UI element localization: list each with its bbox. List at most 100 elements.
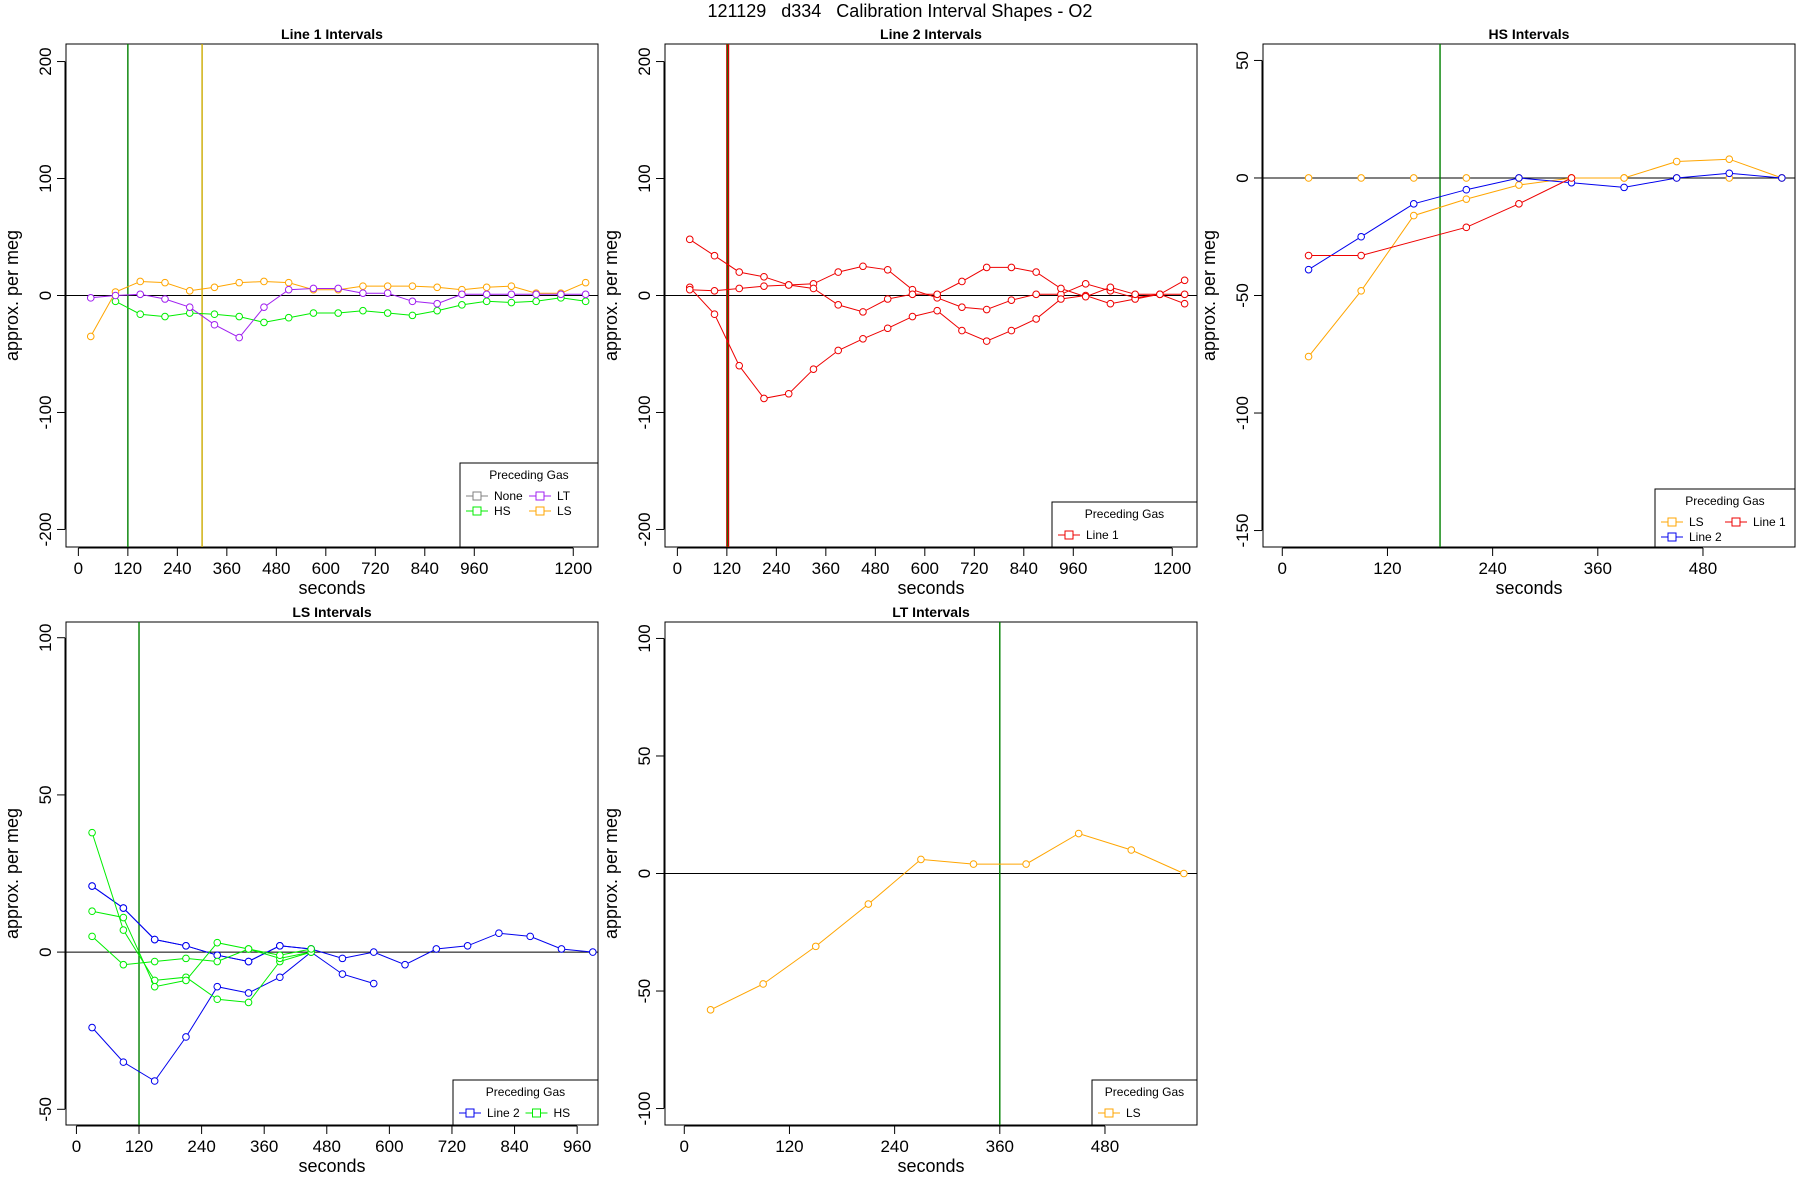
x-tick-label: 840 xyxy=(411,559,439,578)
series-line-1 xyxy=(685,263,1189,316)
y-tick-label: 50 xyxy=(635,747,654,766)
data-point xyxy=(210,310,219,319)
data-point xyxy=(1462,223,1471,232)
data-point xyxy=(685,235,694,244)
data-point xyxy=(463,942,472,950)
legend: Preceding Gas Line 1 xyxy=(1051,501,1198,548)
legend-box xyxy=(452,1079,599,1126)
y-tick-label: -150 xyxy=(1233,514,1252,548)
data-point xyxy=(244,945,253,953)
data-point xyxy=(244,989,253,997)
data-point xyxy=(309,309,318,317)
data-point xyxy=(408,311,417,320)
data-point xyxy=(136,310,145,319)
legend-label: LT xyxy=(557,489,571,503)
data-point xyxy=(213,982,222,991)
x-axis-label: seconds xyxy=(897,578,964,598)
x-tick-label: 0 xyxy=(673,559,682,578)
data-point xyxy=(710,251,719,260)
legend-label: LS xyxy=(557,504,572,518)
data-point xyxy=(284,278,293,287)
data-point xyxy=(1357,232,1365,241)
data-point xyxy=(235,333,244,342)
data-point xyxy=(482,290,491,299)
plot-frame xyxy=(65,621,599,1126)
data-point xyxy=(1127,846,1136,854)
y-tick-label: -200 xyxy=(36,512,55,546)
data-point xyxy=(760,272,768,281)
series-line-1 xyxy=(1304,174,1576,260)
page-title: 121129 d334 Calibration Interval Shapes … xyxy=(707,1,1093,21)
data-point xyxy=(260,303,268,311)
data-point xyxy=(495,929,503,938)
x-axis-label: seconds xyxy=(1495,578,1562,598)
data-point xyxy=(1567,174,1576,182)
data-point xyxy=(408,282,417,290)
data-point xyxy=(338,970,347,978)
data-point xyxy=(260,277,268,286)
chart-panel-3: HS Intervals 0 120 240 360 480 seconds -150 -100… xyxy=(1199,26,1796,598)
x-tick-label: 1200 xyxy=(554,559,592,578)
x-tick-label: 960 xyxy=(563,1137,591,1156)
data-point xyxy=(1725,169,1734,178)
x-tick-label: 240 xyxy=(880,1137,908,1156)
data-point xyxy=(458,301,466,309)
series-line xyxy=(92,910,312,988)
y-tick-label: 0 xyxy=(36,291,55,300)
legend-title: Preceding Gas xyxy=(486,1085,565,1099)
chart-title: Line 2 Intervals xyxy=(880,26,982,42)
data-point xyxy=(284,285,293,294)
y-tick-label: 100 xyxy=(36,624,55,652)
y-tick-label: -100 xyxy=(1233,396,1252,430)
data-point xyxy=(784,281,793,289)
x-tick-label: 240 xyxy=(762,559,790,578)
x-tick-label: 600 xyxy=(375,1137,403,1156)
data-point xyxy=(161,278,169,287)
legend-label: Line 1 xyxy=(1086,528,1119,542)
data-point xyxy=(1156,290,1164,299)
data-point xyxy=(210,283,219,292)
data-point xyxy=(1180,276,1189,285)
series-lt xyxy=(86,284,590,342)
data-point xyxy=(276,942,284,950)
x-tick-label: 360 xyxy=(250,1137,278,1156)
data-point xyxy=(150,935,159,944)
series-line xyxy=(91,951,374,1082)
data-point xyxy=(458,290,466,299)
data-point xyxy=(760,282,768,290)
x-tick-label: 840 xyxy=(500,1137,528,1156)
data-point xyxy=(507,298,516,307)
x-tick-label: 240 xyxy=(187,1137,215,1156)
data-point xyxy=(119,913,128,922)
x-tick-label: 240 xyxy=(1478,559,1506,578)
data-point xyxy=(958,277,966,286)
chart-title: Line 1 Intervals xyxy=(281,26,383,42)
data-point xyxy=(1106,283,1115,292)
series-line-2 xyxy=(88,882,315,966)
plot-frame xyxy=(1262,43,1796,548)
x-tick-label: 1200 xyxy=(1153,559,1191,578)
data-point xyxy=(1409,174,1418,182)
data-point xyxy=(982,263,991,272)
data-point xyxy=(1074,829,1083,838)
data-point xyxy=(1032,290,1040,299)
y-axis-label: approx. per meg xyxy=(601,808,621,939)
data-point xyxy=(1515,181,1523,189)
data-point xyxy=(482,297,491,306)
data-point xyxy=(408,297,417,306)
series-line xyxy=(91,885,312,963)
data-point xyxy=(859,262,867,271)
data-point xyxy=(859,334,867,343)
legend-label: HS xyxy=(494,504,511,518)
data-point xyxy=(735,284,744,293)
x-tick-label: 360 xyxy=(986,1137,1014,1156)
series-hs xyxy=(111,294,590,327)
legend-title: Preceding Gas xyxy=(1685,494,1764,508)
series-line xyxy=(91,936,312,966)
data-point xyxy=(1462,174,1471,182)
data-point xyxy=(88,882,96,890)
legend-title: Preceding Gas xyxy=(1085,507,1164,521)
data-point xyxy=(784,389,793,398)
chart-title: LT Intervals xyxy=(892,604,970,620)
y-tick-label: 0 xyxy=(635,869,654,878)
